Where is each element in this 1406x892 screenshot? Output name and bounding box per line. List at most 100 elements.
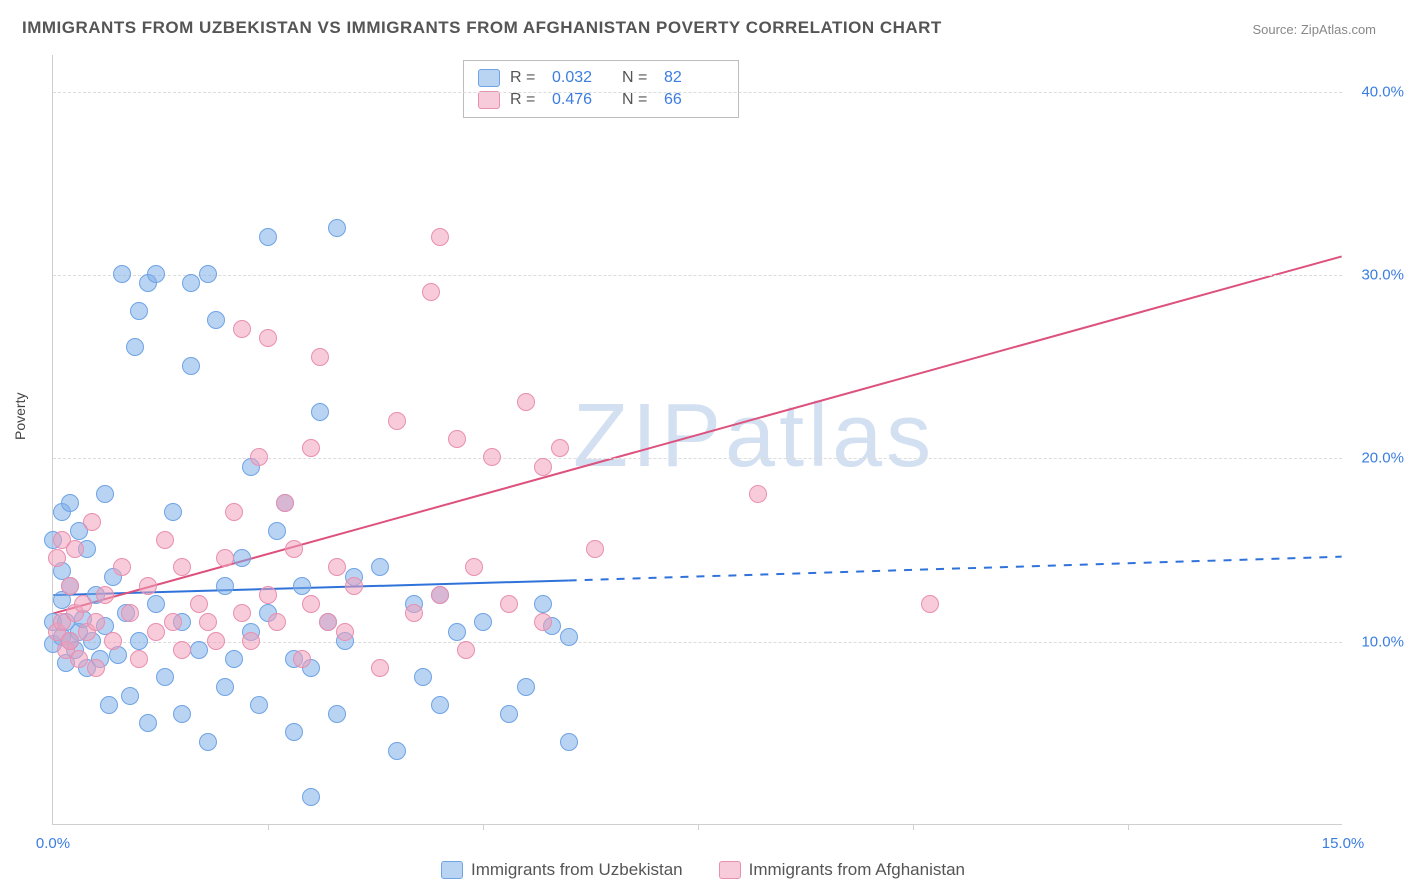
legend-swatch [478,91,500,109]
scatter-point [422,283,440,301]
scatter-point [61,494,79,512]
scatter-point [173,705,191,723]
scatter-point [749,485,767,503]
scatter-point [285,540,303,558]
legend-swatch [441,861,463,879]
scatter-point [276,494,294,512]
scatter-point [207,311,225,329]
scatter-point [61,632,79,650]
scatter-point [500,705,518,723]
scatter-point [371,659,389,677]
scatter-point [164,613,182,631]
legend-series-name: Immigrants from Afghanistan [749,860,965,880]
scatter-point [130,650,148,668]
source-label: Source: ZipAtlas.com [1252,22,1376,37]
scatter-point [302,595,320,613]
scatter-point [225,503,243,521]
scatter-point [250,696,268,714]
scatter-point [83,513,101,531]
scatter-point [431,586,449,604]
scatter-point [87,613,105,631]
scatter-point [182,357,200,375]
scatter-point [242,632,260,650]
y-tick-label: 10.0% [1361,633,1404,650]
scatter-point [216,577,234,595]
scatter-point [190,641,208,659]
scatter-point [199,613,217,631]
scatter-point [100,696,118,714]
scatter-point [190,595,208,613]
scatter-point [139,577,157,595]
scatter-point [534,613,552,631]
scatter-point [121,604,139,622]
scatter-point [121,687,139,705]
scatter-point [293,650,311,668]
scatter-point [560,628,578,646]
scatter-point [225,650,243,668]
legend-n-value: 82 [664,69,724,87]
scatter-point [457,641,475,659]
scatter-point [113,265,131,283]
legend-r-label: R = [510,69,542,87]
scatter-point [268,613,286,631]
x-tick-label: 15.0% [1322,835,1365,852]
correlation-legend: R = 0.032 N = 82 R = 0.476 N = 66 [463,60,739,118]
scatter-point [448,430,466,448]
legend-item: Immigrants from Uzbekistan [441,860,683,880]
series-legend: Immigrants from Uzbekistan Immigrants fro… [0,860,1406,884]
scatter-point [405,604,423,622]
x-minor-tick [1128,824,1129,830]
scatter-point [74,595,92,613]
scatter-point [126,338,144,356]
scatter-point [233,604,251,622]
legend-row: R = 0.032 N = 82 [478,67,724,89]
legend-item: Immigrants from Afghanistan [719,860,965,880]
regression-line-extrapolated [569,557,1342,581]
scatter-point [336,623,354,641]
scatter-point [182,274,200,292]
scatter-point [285,723,303,741]
gridline-h [53,275,1342,276]
scatter-point [233,320,251,338]
scatter-point [328,705,346,723]
scatter-point [268,522,286,540]
legend-series-name: Immigrants from Uzbekistan [471,860,683,880]
scatter-point [465,558,483,576]
scatter-point [328,219,346,237]
scatter-point [48,549,66,567]
x-minor-tick [913,824,914,830]
scatter-point [371,558,389,576]
scatter-point [207,632,225,650]
legend-r-label: R = [510,91,542,109]
scatter-point [147,595,165,613]
scatter-point [474,613,492,631]
scatter-point [319,613,337,631]
scatter-point [448,623,466,641]
legend-swatch [478,69,500,87]
scatter-point [302,788,320,806]
x-minor-tick [268,824,269,830]
scatter-point [139,714,157,732]
legend-n-label: N = [622,91,654,109]
legend-r-value: 0.476 [552,91,612,109]
legend-n-value: 66 [664,91,724,109]
scatter-point [328,558,346,576]
scatter-point [173,558,191,576]
scatter-point [87,659,105,677]
scatter-point [259,228,277,246]
legend-r-value: 0.032 [552,69,612,87]
y-axis-label: Poverty [12,393,28,440]
scatter-point [302,439,320,457]
legend-n-label: N = [622,69,654,87]
scatter-point [156,668,174,686]
x-tick-label: 0.0% [36,835,70,852]
y-tick-label: 40.0% [1361,83,1404,100]
scatter-point [199,733,217,751]
scatter-point [431,228,449,246]
scatter-point [70,650,88,668]
scatter-point [199,265,217,283]
legend-swatch [719,861,741,879]
scatter-point [156,531,174,549]
y-tick-label: 20.0% [1361,450,1404,467]
regression-lines-layer [53,55,1342,824]
